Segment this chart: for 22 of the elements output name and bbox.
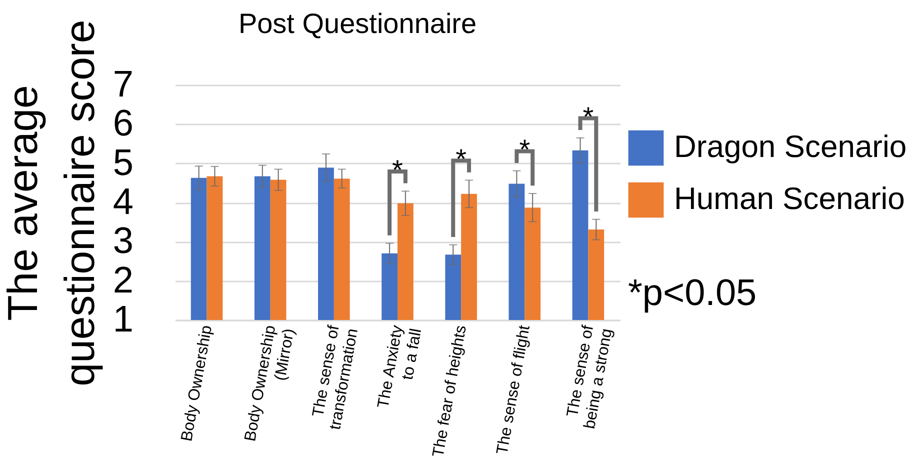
text: *p<0.05 <box>628 272 757 314</box>
annotation: * <box>519 134 530 166</box>
x-tick-label: The sense of flight <box>494 324 534 456</box>
x-tick-label: The Anxiety to a fall <box>375 324 426 410</box>
x-tick-label: Body Ownership (Mirror) <box>242 324 298 443</box>
x-tick-label: The sense of being a strong <box>564 324 616 430</box>
legend-label: Human Scenario <box>674 181 905 216</box>
y-tick-label: 3 <box>112 220 134 262</box>
y-tick-label: 5 <box>112 142 134 183</box>
y-axis-title: The average questionnaire score <box>0 20 103 386</box>
y-tick-label: 6 <box>112 102 134 144</box>
y-tick-label: 2 <box>112 259 134 300</box>
y-tick-label: 1 <box>112 298 134 340</box>
x-tick-label: The fear of heights <box>430 324 470 458</box>
y-tick-label: 4 <box>112 181 134 222</box>
annotation: * <box>582 101 594 132</box>
annotation: * <box>392 154 404 186</box>
y-tick-label: 7 <box>112 64 134 104</box>
chart-title: Post Questionnaire <box>238 8 477 40</box>
x-tick-label: Body Ownership <box>178 324 216 443</box>
legend-label: Dragon Scenario <box>674 129 907 164</box>
annotation: * <box>456 144 467 175</box>
